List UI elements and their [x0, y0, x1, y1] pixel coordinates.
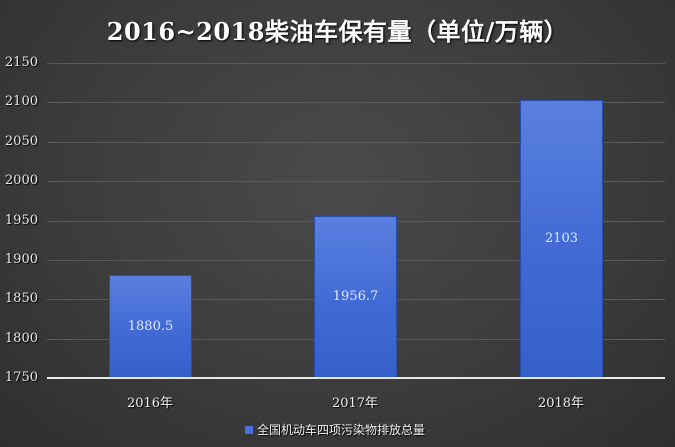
y-tick-label: 2050	[4, 134, 38, 149]
gridline	[47, 102, 665, 103]
y-tick-label: 1800	[4, 331, 38, 346]
y-tick-label: 2100	[4, 94, 38, 109]
x-tick-label: 2017年	[331, 396, 379, 411]
bar-2016: 1880.5	[109, 275, 192, 378]
gridline	[47, 181, 665, 182]
y-tick-label: 2000	[4, 173, 38, 188]
bar-2018: 2103	[520, 100, 603, 378]
bar-value-label: 2103	[544, 231, 579, 246]
y-tick-label: 1750	[4, 370, 38, 385]
legend-label: 全国机动车四项污染物排放总量	[257, 423, 426, 437]
chart-title: 2016~2018柴油车保有量（单位/万辆）	[106, 17, 569, 46]
y-tick-label: 2150	[4, 55, 38, 70]
x-tick-label: 2018年	[537, 396, 585, 411]
y-tick-label: 1900	[4, 252, 38, 267]
gridline	[47, 142, 665, 143]
x-axis-line	[47, 377, 665, 379]
bar-value-label: 1956.7	[332, 289, 379, 304]
gridline	[47, 63, 665, 64]
bar-value-label: 1880.5	[127, 318, 174, 334]
y-tick-label: 1850	[4, 291, 38, 306]
x-tick-label: 2016年	[126, 396, 174, 411]
bar-2017: 1956.7	[314, 216, 397, 378]
y-tick-label: 1950	[4, 213, 38, 228]
legend: 全国机动车四项污染物排放总量	[245, 421, 425, 438]
legend-swatch-icon	[245, 425, 253, 434]
